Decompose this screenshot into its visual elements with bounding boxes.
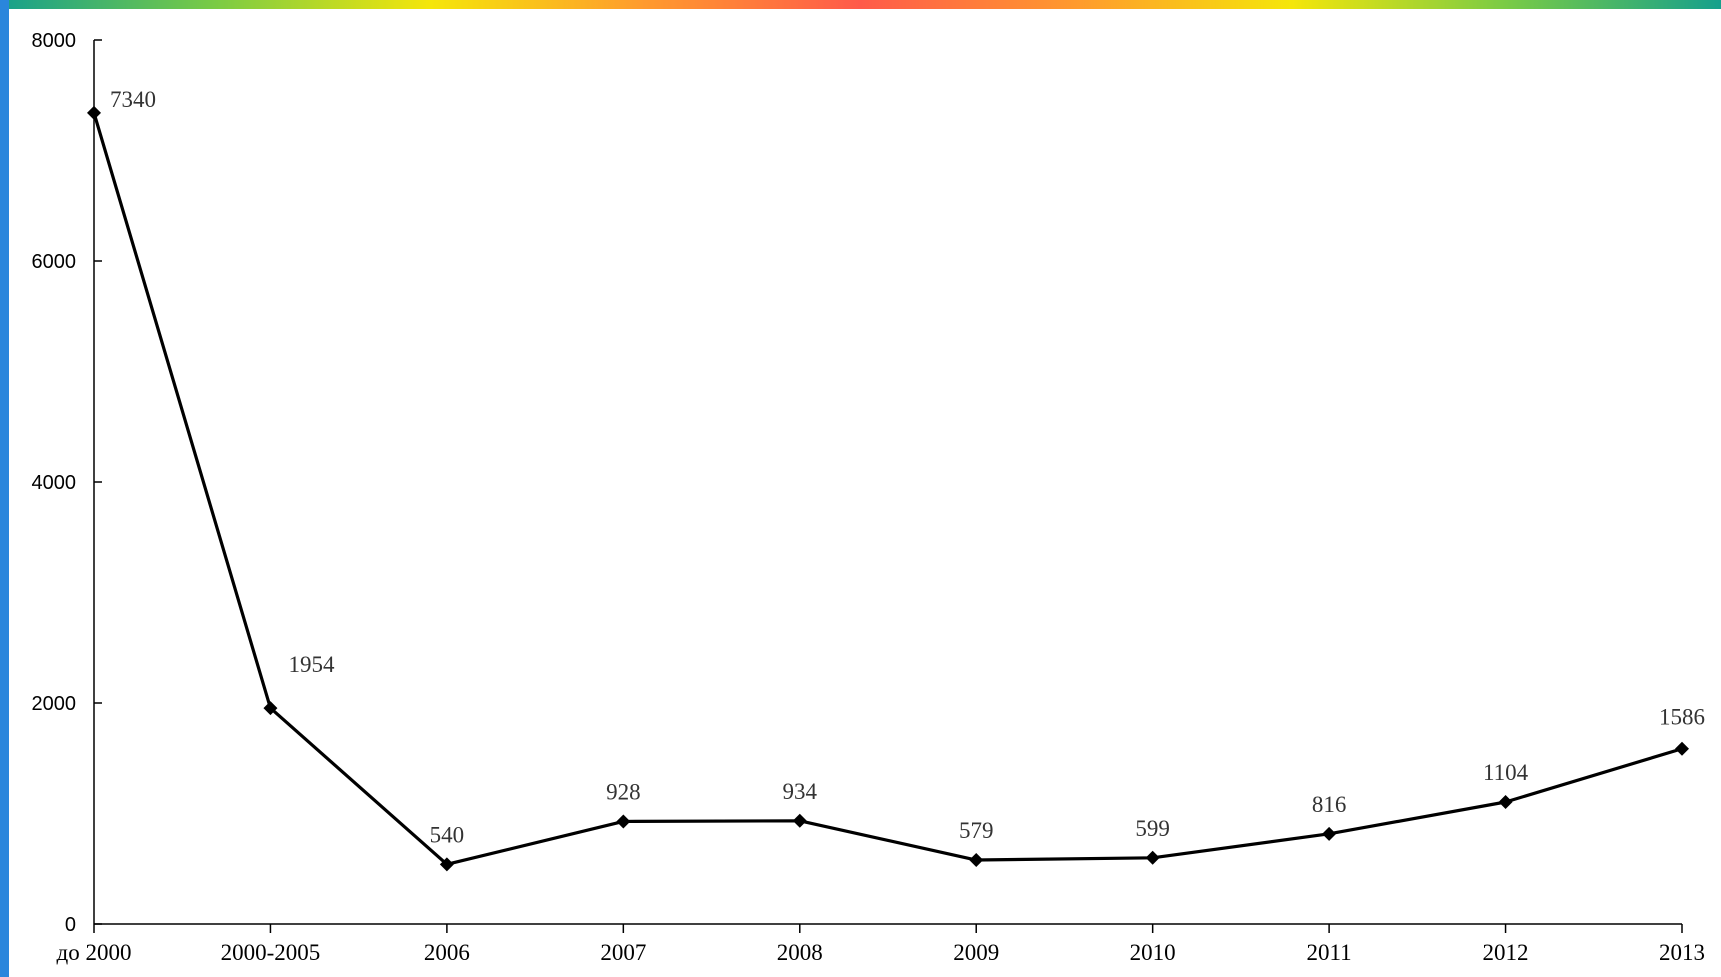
y-tick-label: 0 (65, 914, 76, 936)
axes (93, 40, 1682, 925)
data-label: 934 (783, 779, 818, 804)
x-tick-label: 2006 (424, 940, 470, 965)
series-group (87, 105, 1689, 872)
x-tick-label: 2013 (1659, 940, 1705, 965)
data-point-marker (969, 853, 984, 868)
data-point-marker (1675, 741, 1689, 756)
data-point-marker (1498, 795, 1513, 810)
data-point-marker (87, 105, 101, 120)
data-label: 579 (959, 818, 994, 843)
x-axis-ticks: до 2000 2000-2005 2006 2007 2008 2009 2010 2011… (57, 924, 1705, 965)
data-label: 599 (1135, 816, 1170, 841)
series-line (92, 112, 1683, 866)
data-point-marker (616, 814, 631, 829)
y-tick-label: 8000 (32, 30, 77, 52)
y-tick-label: 6000 (32, 251, 77, 273)
y-axis-ticks: 0 2000 4000 6000 8000 (32, 30, 102, 936)
data-labels: 7340 1954 540 928 934 579 599 816 1104 1586 (110, 87, 1705, 847)
y-tick-label: 2000 (32, 693, 77, 715)
data-point-marker (792, 813, 807, 828)
x-tick-label: 2007 (600, 940, 646, 965)
data-label: 7340 (110, 87, 156, 112)
top-gradient-stripe (0, 0, 1721, 9)
data-label: 540 (430, 822, 465, 847)
data-label: 1954 (288, 652, 335, 677)
left-accent-bar (0, 0, 9, 977)
data-point-marker (439, 857, 454, 872)
x-tick-label: 2009 (953, 940, 999, 965)
data-point-marker (1145, 850, 1160, 865)
x-tick-label: 2010 (1130, 940, 1176, 965)
x-tick-label: 2011 (1307, 940, 1352, 965)
data-label: 1104 (1483, 760, 1529, 785)
data-point-marker (1322, 826, 1337, 841)
x-tick-label: 2012 (1483, 940, 1529, 965)
data-label: 1586 (1659, 705, 1705, 730)
data-label: 928 (606, 779, 641, 804)
data-label: 816 (1312, 792, 1347, 817)
x-tick-label: 2008 (777, 940, 823, 965)
x-tick-label: до 2000 (57, 940, 132, 965)
data-point-marker (263, 701, 278, 716)
x-tick-label: 2000-2005 (221, 940, 321, 965)
y-tick-label: 4000 (32, 472, 77, 494)
